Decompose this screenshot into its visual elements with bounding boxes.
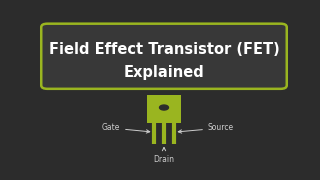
Text: Field Effect Transistor (FET): Field Effect Transistor (FET) [49,42,279,57]
FancyBboxPatch shape [41,24,287,89]
Text: Drain: Drain [154,147,174,164]
Text: Gate: Gate [102,123,150,133]
Bar [147,95,181,123]
Text: Source: Source [178,123,234,133]
Circle shape [160,105,168,110]
Text: Explained: Explained [124,65,204,80]
